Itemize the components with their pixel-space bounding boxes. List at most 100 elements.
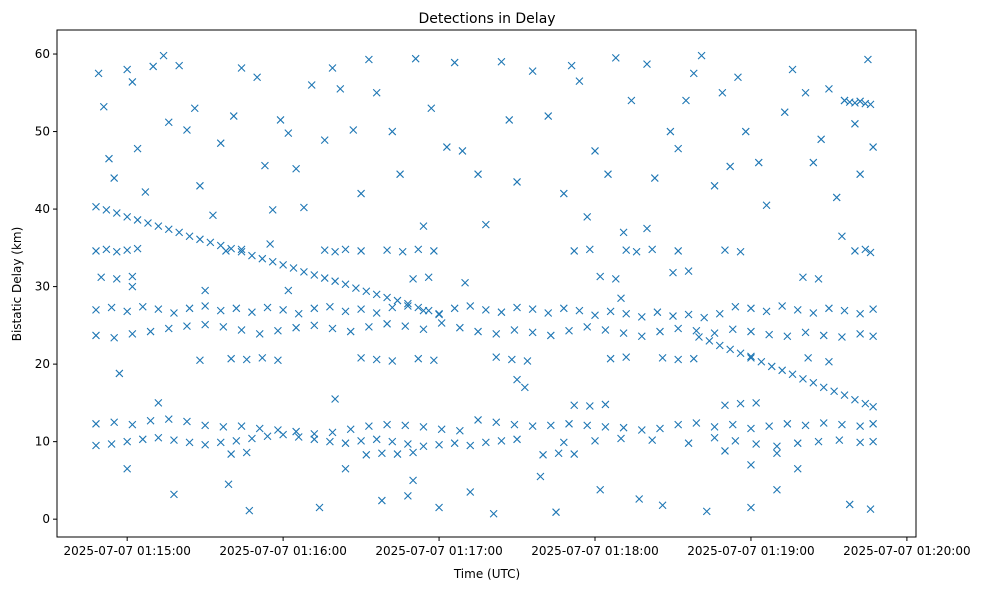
- data-point: [840, 391, 849, 400]
- data-point: [825, 357, 833, 366]
- data-point: [138, 435, 147, 444]
- data-point: [237, 247, 246, 256]
- data-point: [684, 310, 693, 319]
- x-tick-label: 2025-07-07 01:18:00: [531, 544, 658, 558]
- data-point: [164, 324, 173, 333]
- data-point: [619, 228, 628, 237]
- data-point: [747, 354, 755, 362]
- data-point: [341, 464, 350, 473]
- data-point: [393, 296, 402, 305]
- data-point: [674, 324, 683, 333]
- data-point: [372, 435, 381, 444]
- data-point: [357, 189, 365, 198]
- data-point: [544, 112, 553, 120]
- data-point: [689, 69, 698, 78]
- data-point: [326, 302, 334, 311]
- data-point: [115, 369, 124, 378]
- data-point: [196, 356, 204, 365]
- data-point: [328, 64, 337, 72]
- data-point: [565, 419, 573, 428]
- data-point: [752, 398, 761, 407]
- data-point: [357, 247, 365, 255]
- data-point: [365, 323, 373, 331]
- data-point: [736, 349, 745, 358]
- data-point: [268, 205, 277, 214]
- data-point: [144, 219, 152, 227]
- data-point: [274, 326, 282, 335]
- data-point: [429, 247, 438, 255]
- data-point: [575, 77, 584, 86]
- data-point: [110, 333, 119, 342]
- data-point: [201, 302, 210, 310]
- data-point: [801, 421, 810, 430]
- data-point: [248, 308, 256, 317]
- data-point: [123, 212, 132, 221]
- data-point: [851, 247, 859, 255]
- data-point: [112, 209, 121, 217]
- y-axis: 0 10 20 30 40 50 60: [35, 47, 57, 526]
- data-point: [310, 435, 319, 444]
- data-point: [352, 284, 360, 293]
- data-point: [715, 309, 724, 318]
- data-point: [492, 418, 501, 427]
- data-point: [869, 143, 878, 151]
- data-point: [705, 336, 714, 345]
- data-point: [747, 352, 755, 361]
- y-tick-label: 50: [35, 125, 50, 139]
- data-point: [674, 247, 683, 255]
- y-tick-label: 20: [35, 357, 50, 371]
- data-point: [728, 420, 737, 429]
- data-point: [851, 395, 859, 404]
- data-point: [591, 147, 599, 155]
- data-point: [110, 418, 119, 427]
- x-tick-label: 2025-07-07 01:17:00: [375, 544, 502, 558]
- data-point: [414, 354, 423, 363]
- data-point: [619, 423, 628, 432]
- data-point: [838, 232, 846, 241]
- data-point: [869, 402, 878, 411]
- data-point: [255, 424, 264, 433]
- data-point: [289, 264, 298, 272]
- data-point: [825, 304, 833, 313]
- data-point: [183, 126, 191, 134]
- data-point: [328, 324, 337, 333]
- data-point: [838, 420, 846, 429]
- data-point: [255, 330, 264, 338]
- data-point: [793, 439, 802, 448]
- data-point: [128, 282, 137, 291]
- data-point: [513, 435, 521, 444]
- data-point: [175, 61, 184, 70]
- data-point: [856, 330, 865, 338]
- data-point: [643, 60, 651, 68]
- data-point: [274, 356, 282, 365]
- y-tick-label: 10: [35, 435, 50, 449]
- data-point: [606, 354, 615, 363]
- data-point: [219, 323, 228, 331]
- data-point: [409, 274, 417, 283]
- data-point: [266, 240, 275, 248]
- data-point: [227, 450, 236, 458]
- data-point: [819, 383, 828, 392]
- data-point: [414, 303, 423, 312]
- data-point: [617, 294, 625, 303]
- data-point: [856, 309, 865, 318]
- data-point: [107, 440, 116, 448]
- data-point: [388, 303, 397, 312]
- data-point: [674, 355, 683, 364]
- data-point: [112, 247, 121, 256]
- data-point: [851, 98, 859, 107]
- data-point: [284, 129, 293, 137]
- data-point: [726, 345, 735, 354]
- data-point: [643, 224, 651, 233]
- data-point: [320, 136, 329, 144]
- data-point: [825, 85, 833, 93]
- data-point: [601, 400, 610, 409]
- data-point: [684, 267, 693, 275]
- data-point: [539, 450, 547, 459]
- data-point: [669, 312, 677, 320]
- data-point: [315, 503, 324, 512]
- data-point: [778, 302, 787, 310]
- data-point: [752, 440, 761, 448]
- data-point: [105, 154, 113, 163]
